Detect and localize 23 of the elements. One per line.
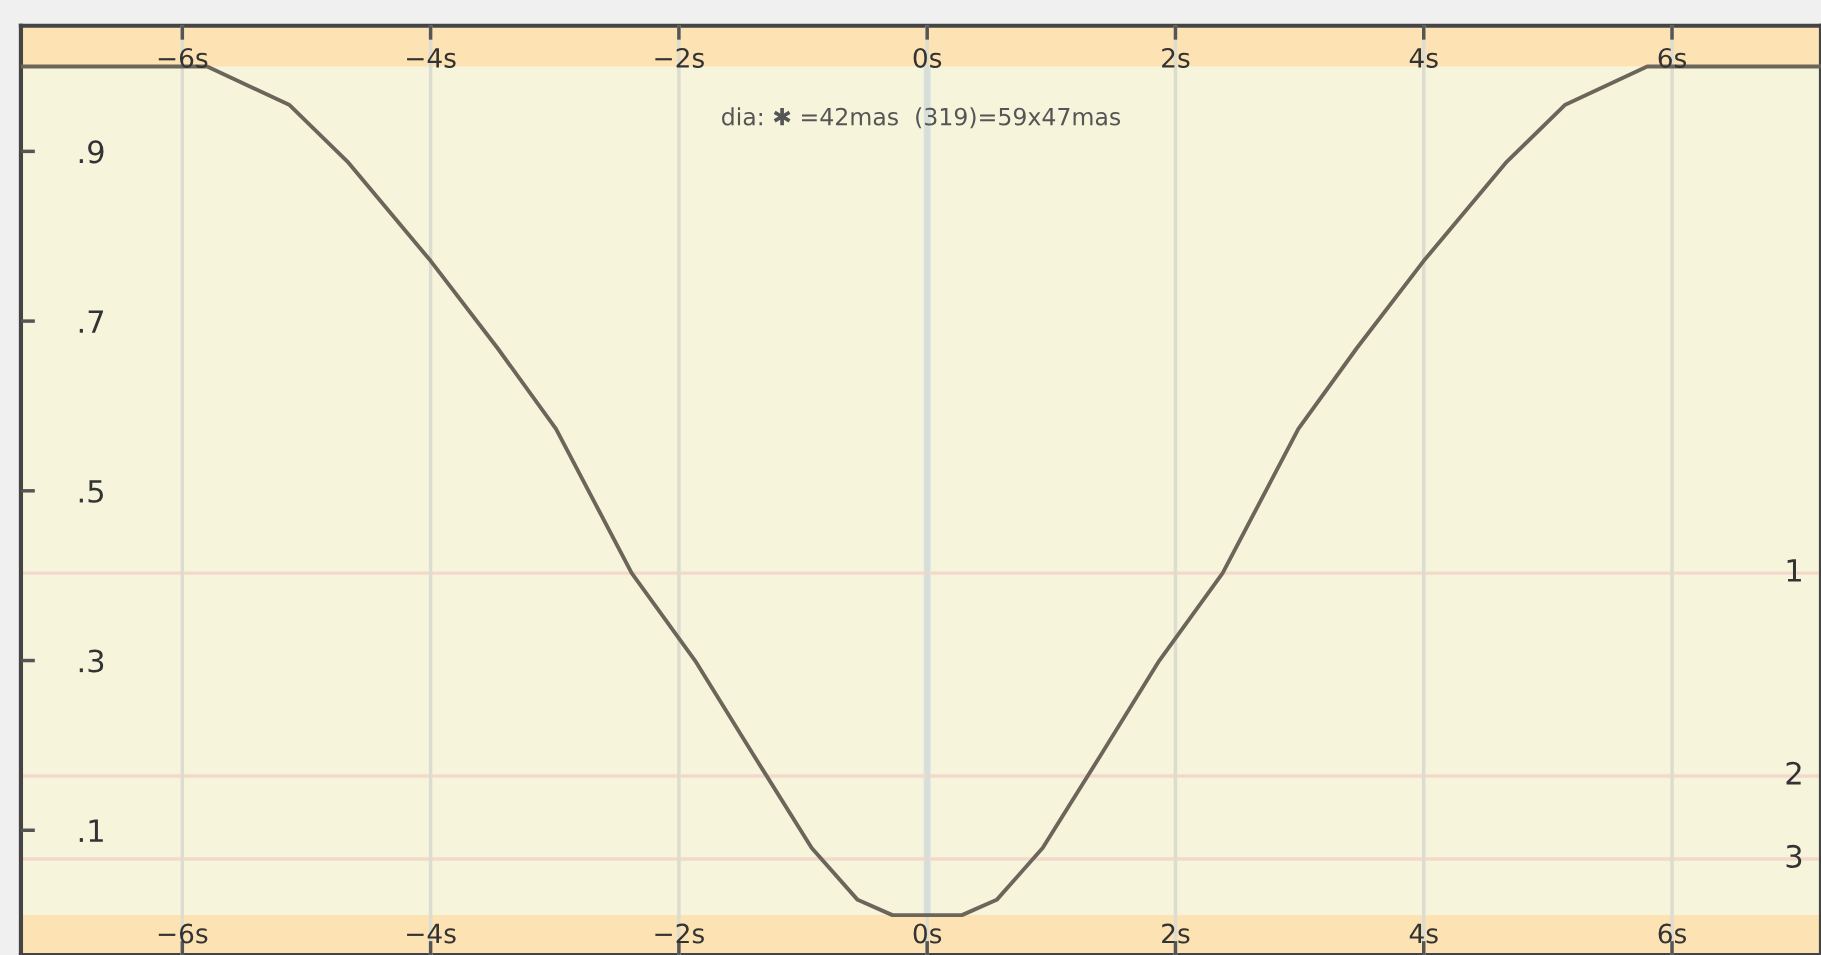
x2-tick-label: 4s (1409, 48, 1438, 68)
x-tick-label: −4s (407, 923, 456, 944)
x2-tick-label: −6s (158, 47, 208, 68)
x-tick-label: 2s (1162, 923, 1190, 944)
y-tick-label: .9 (79, 140, 104, 164)
x-tick-label: 0s (913, 923, 942, 944)
y-tick-label: .5 (79, 480, 103, 503)
x2-tick-label: 0s (913, 47, 942, 68)
x-tick-label: 6s (1658, 923, 1687, 944)
y-tick-label: .1 (79, 819, 103, 842)
x2-tick-label: −2s (655, 47, 704, 68)
y-tick-label: .7 (79, 310, 104, 333)
annotation: 1 (1787, 559, 1801, 582)
x2-tick-label: −4s (407, 48, 456, 68)
x2-tick-label: 2s (1162, 47, 1190, 68)
annotation: 3 (1786, 844, 1802, 868)
annotation: dia: ✱ =42mas (319)=59x47mas (722, 107, 1121, 129)
x-tick-label: 4s (1409, 923, 1438, 944)
annotation: 2 (1786, 761, 1801, 785)
x2-tick-label: 6s (1658, 47, 1687, 68)
x-tick-label: −2s (655, 923, 704, 944)
y-tick-label: .3 (79, 649, 104, 673)
x-tick-label: −6s (158, 923, 208, 944)
